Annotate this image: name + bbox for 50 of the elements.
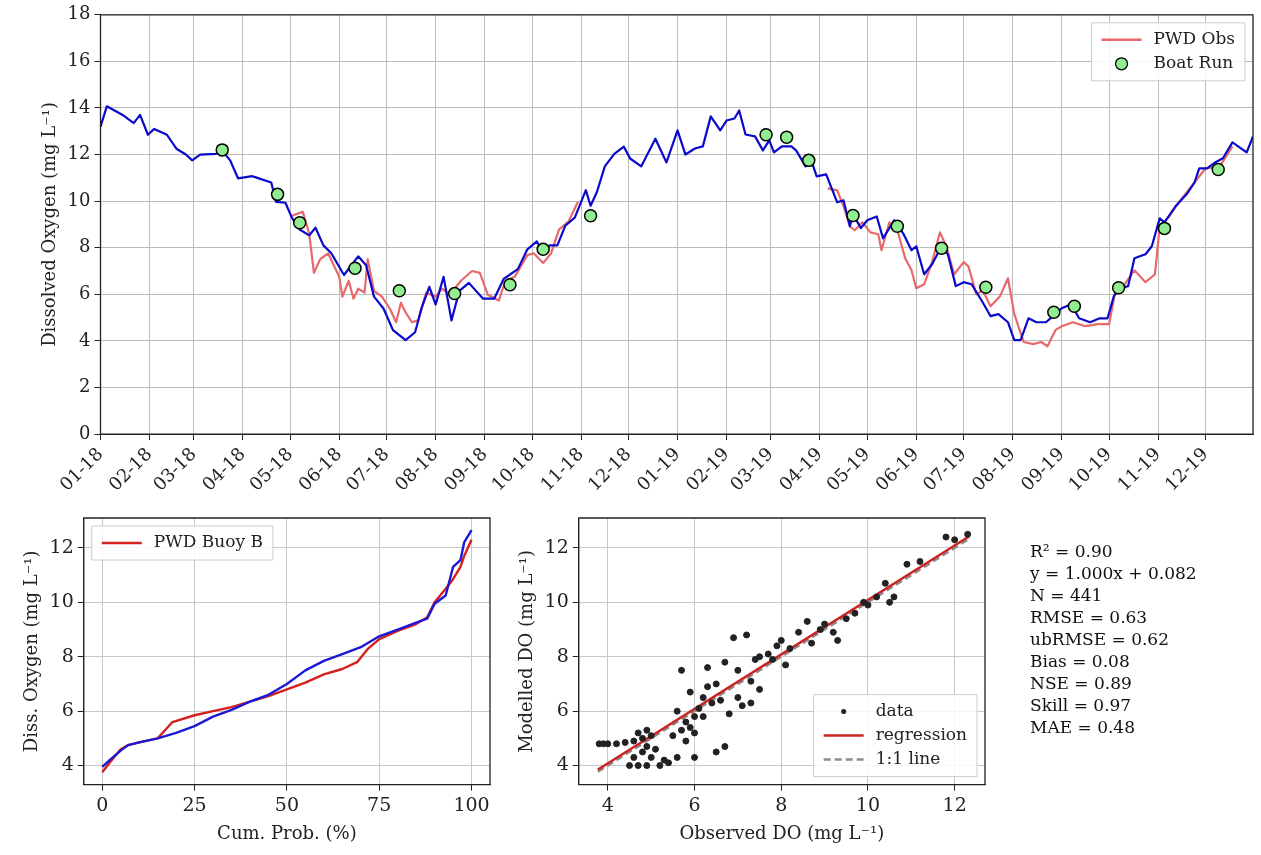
y-axis-title: Diss. Oxygen (mg L⁻¹)	[20, 550, 42, 753]
text: N = 441	[1030, 584, 1104, 606]
y-tick-label: 4	[61, 752, 74, 775]
y-tick-label: 4	[556, 752, 569, 775]
legend-label: regression	[875, 724, 968, 745]
y-tick-label: 6	[79, 281, 91, 303]
x-axis-title: Observed DO (mg L⁻¹)	[679, 821, 885, 843]
text: Bias = 0.08	[1030, 650, 1131, 672]
legend-label: PWD Obs	[1153, 28, 1236, 49]
y-tick-label: 6	[556, 698, 569, 721]
y-tick-label: 12	[544, 534, 569, 557]
y-axis-title: Dissolved Oxygen (mg L⁻¹)	[38, 101, 60, 347]
y-tick-label: 14	[67, 95, 91, 117]
y-tick-label: 8	[79, 235, 91, 257]
y-tick-label: 6	[61, 698, 74, 721]
y-tick-label: 4	[79, 328, 91, 350]
legend-label: PWD Buoy B	[153, 531, 263, 552]
y-tick-label: 0	[79, 421, 91, 443]
y-axis-title: Modelled DO (mg L⁻¹)	[515, 549, 537, 753]
legend-label: 1:1 line	[875, 748, 941, 769]
y-tick-label: 2	[79, 375, 91, 397]
x-tick-label: 50	[274, 792, 299, 815]
text: R² = 0.90	[1030, 540, 1114, 562]
x-tick-label: 10	[855, 792, 881, 815]
x-tick-label: 4	[601, 792, 614, 815]
x-tick-label: 100	[453, 792, 490, 815]
y-tick-label: 12	[67, 142, 91, 164]
y-tick-label: 16	[67, 49, 91, 71]
text: MAE = 0.48	[1030, 716, 1136, 738]
x-tick-label: 75	[367, 792, 392, 815]
text: RMSE = 0.63	[1030, 606, 1149, 628]
legend-label: Boat Run	[1153, 52, 1234, 73]
y-tick-label: 12	[49, 534, 74, 557]
legend-label: data	[875, 700, 914, 721]
y-tick-label: 18	[67, 2, 91, 24]
x-tick-label: 12	[942, 792, 967, 815]
text: ubRMSE = 0.62	[1030, 628, 1170, 650]
y-tick-label: 10	[49, 589, 74, 612]
x-tick-label: 0	[96, 792, 109, 815]
y-tick-label: 8	[61, 643, 74, 666]
x-tick-label: 6	[688, 792, 701, 815]
x-tick-label: 25	[182, 792, 207, 815]
y-tick-label: 8	[556, 643, 569, 666]
text: Skill = 0.97	[1030, 694, 1133, 716]
text: NSE = 0.89	[1030, 672, 1133, 694]
x-tick-label: 8	[775, 792, 788, 815]
text: y = 1.000x + 0.082	[1030, 562, 1197, 584]
y-tick-label: 10	[67, 188, 91, 210]
x-axis-title: Cum. Prob. (%)	[217, 821, 357, 843]
y-tick-label: 10	[544, 589, 569, 612]
